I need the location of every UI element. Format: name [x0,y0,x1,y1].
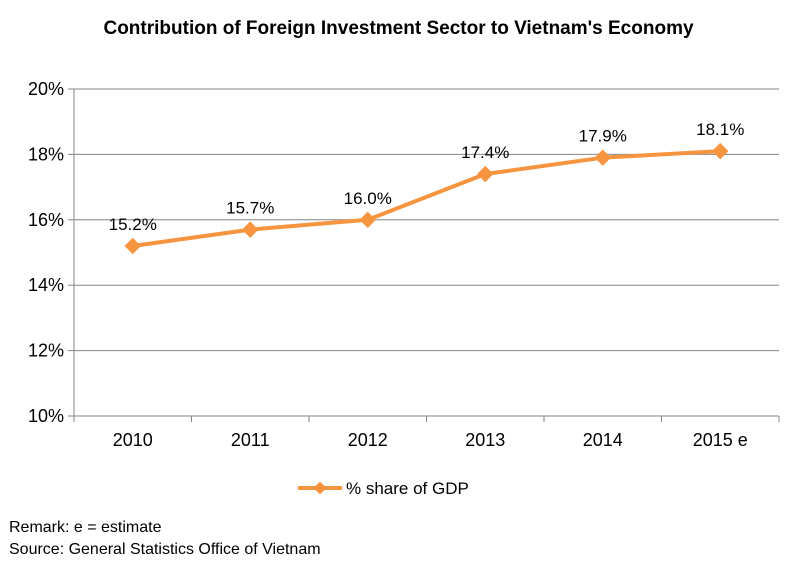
y-tick-label-10: 10% [28,406,64,426]
y-tick-label-16: 16% [28,210,64,230]
x-tick-label-2015-e: 2015 e [693,430,748,450]
axes [68,88,780,422]
x-tick-label-2013: 2013 [465,430,505,450]
data-point-2013 [477,165,494,183]
x-tick-label-2011: 2011 [231,430,270,450]
y-tick-label-12: 12% [28,341,64,361]
data-label-2011: 15.7% [226,199,274,218]
chart-title: Contribution of Foreign Investment Secto… [103,18,694,39]
data-point-2010 [124,237,141,255]
x-tick-labels: 2010 2011 2012 2013 2014 2015 e [113,430,748,450]
legend: % share of GDP [298,479,469,498]
data-point-2015-e [712,142,729,160]
data-label-2015-e: 18.1% [696,120,744,139]
series-line [130,149,723,248]
y-tick-label-18: 18% [28,144,64,164]
data-label-2012: 16.0% [344,189,392,208]
gridlines [74,88,779,352]
data-labels: 15.2% 15.7% 16.0% 17.4% 17.9% 18.1% [109,120,745,234]
y-tick-labels: 10% 12% 14% 16% 18% 20% [28,79,64,426]
source-note: Source: General Statistics Office of Vie… [9,541,321,558]
legend-label: % share of GDP [346,479,469,498]
x-tick-label-2010: 2010 [113,430,153,450]
x-tick-label-2012: 2012 [348,430,388,450]
series [124,142,729,255]
data-point-2014 [594,149,611,166]
y-tick-label-20: 20% [28,79,64,99]
data-label-2014: 17.9% [579,127,627,146]
data-point-2012 [359,211,376,229]
data-label-2010: 15.2% [109,215,157,234]
data-label-2013: 17.4% [461,143,509,162]
data-point-2011 [242,221,259,238]
y-tick-label-14: 14% [28,275,64,295]
remark-note: Remark: e = estimate [9,519,162,536]
x-tick-label-2014: 2014 [583,430,623,450]
legend-marker [313,481,327,495]
